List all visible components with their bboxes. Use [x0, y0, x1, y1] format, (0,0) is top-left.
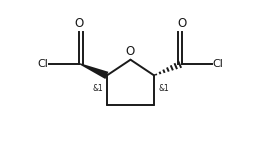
Polygon shape: [79, 63, 109, 79]
Text: &1: &1: [158, 84, 169, 93]
Text: O: O: [177, 17, 186, 30]
Text: Cl: Cl: [213, 59, 223, 69]
Text: Cl: Cl: [38, 59, 48, 69]
Text: O: O: [126, 45, 135, 58]
Text: &1: &1: [92, 84, 103, 93]
Text: O: O: [75, 17, 84, 30]
